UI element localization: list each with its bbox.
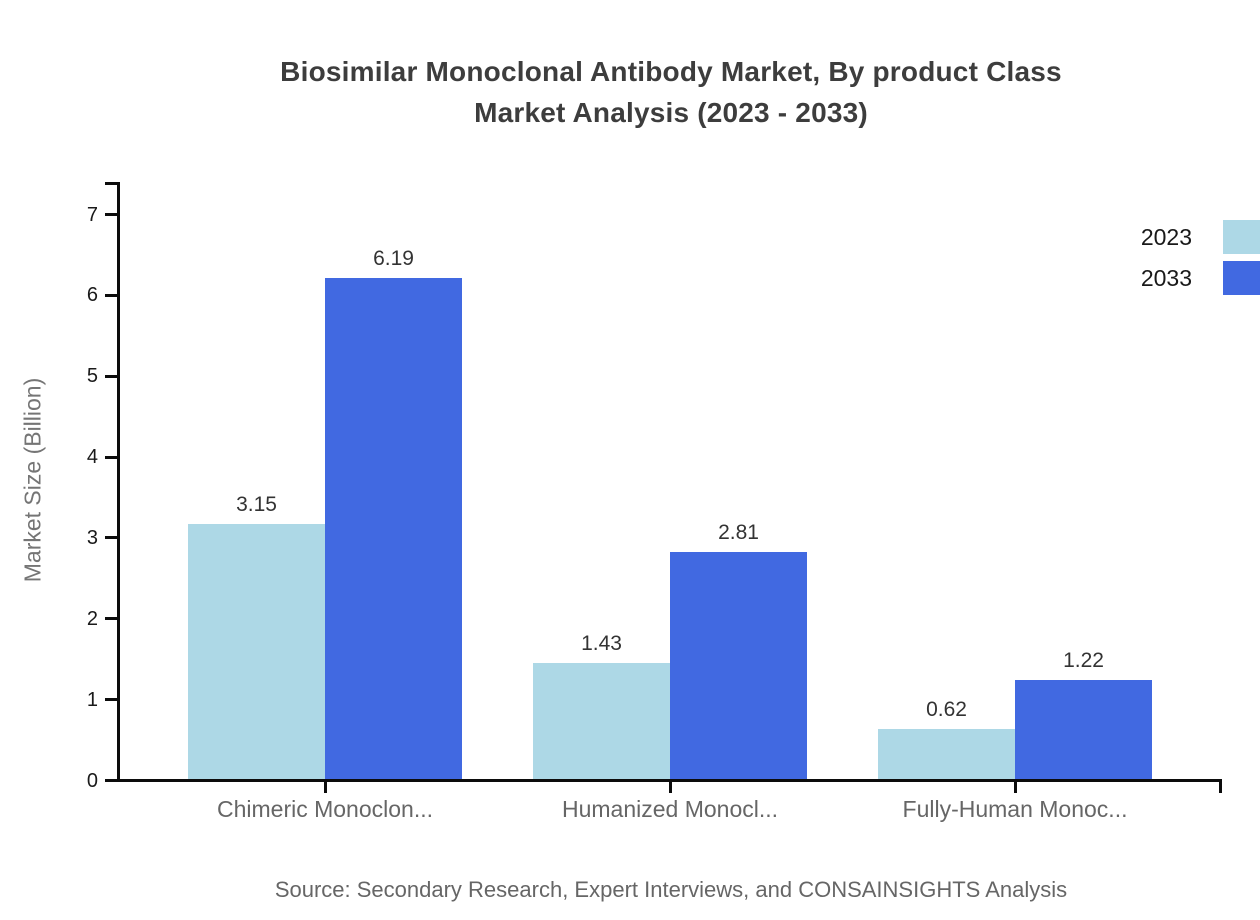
legend-item-2023: 2023	[1141, 220, 1260, 254]
x-axis-end-cap	[1219, 779, 1222, 793]
y-axis-tick-label: 0	[86, 769, 98, 792]
bar-value-label: 3.15	[236, 493, 277, 516]
bar-2033-1	[325, 278, 462, 779]
y-axis-tick-label: 6	[86, 284, 98, 307]
legend-swatch	[1223, 261, 1260, 295]
chart-title: Biosimilar Monoclonal Antibody Market, B…	[120, 51, 1222, 133]
y-axis-tick-label: 7	[86, 203, 98, 226]
category-label: Humanized Monocl...	[561, 796, 779, 822]
y-axis-tick-label: 3	[86, 526, 98, 549]
bar-2033-2	[670, 552, 807, 779]
category-label: Fully-Human Monoc...	[902, 796, 1128, 822]
y-axis-title: Market Size (Billion)	[19, 377, 46, 583]
x-axis-tick	[668, 782, 672, 793]
x-axis-tick	[1013, 782, 1017, 793]
category-label: Chimeric Monoclon...	[216, 796, 434, 822]
bar-value-label: 1.43	[581, 632, 622, 655]
y-axis-tick	[105, 455, 117, 459]
y-axis-tick-label: 2	[86, 607, 98, 630]
bar-value-label: 2.81	[718, 521, 759, 544]
source-note: Source: Secondary Research, Expert Inter…	[274, 877, 1068, 902]
bar-value-label: 0.62	[926, 698, 967, 721]
bar-value-label: 1.22	[1063, 649, 1104, 672]
y-axis-tick-label: 1	[86, 688, 98, 711]
x-axis-tick	[323, 782, 327, 793]
bar-2033-3	[1015, 680, 1152, 779]
bar-2023-3	[878, 729, 1015, 779]
y-axis-tick-label: 4	[86, 446, 98, 469]
bar-value-label: 6.19	[373, 247, 414, 270]
y-axis-tick	[105, 374, 117, 378]
legend-label: 2033	[1140, 264, 1192, 291]
chart-title-line1: Biosimilar Monoclonal Antibody Market, B…	[280, 56, 1062, 87]
y-axis-line	[117, 182, 120, 782]
y-axis-tick	[105, 536, 117, 540]
bar-2023-1	[188, 524, 325, 779]
y-axis-tick	[105, 213, 117, 216]
y-axis-tick	[105, 293, 117, 297]
bar-2023-2	[533, 663, 670, 779]
legend-label: 2023	[1140, 223, 1192, 250]
legend-swatch	[1223, 220, 1260, 254]
y-axis-tick	[105, 779, 117, 782]
legend-item-2033: 2033	[1141, 261, 1260, 295]
y-axis-end-cap	[105, 182, 120, 185]
y-axis-tick	[105, 698, 117, 702]
chart-title-line2: Market Analysis (2023 - 2033)	[474, 97, 868, 128]
y-axis-tick	[105, 617, 117, 621]
x-axis-line	[106, 779, 1222, 782]
y-axis-tick-label: 5	[86, 365, 98, 388]
